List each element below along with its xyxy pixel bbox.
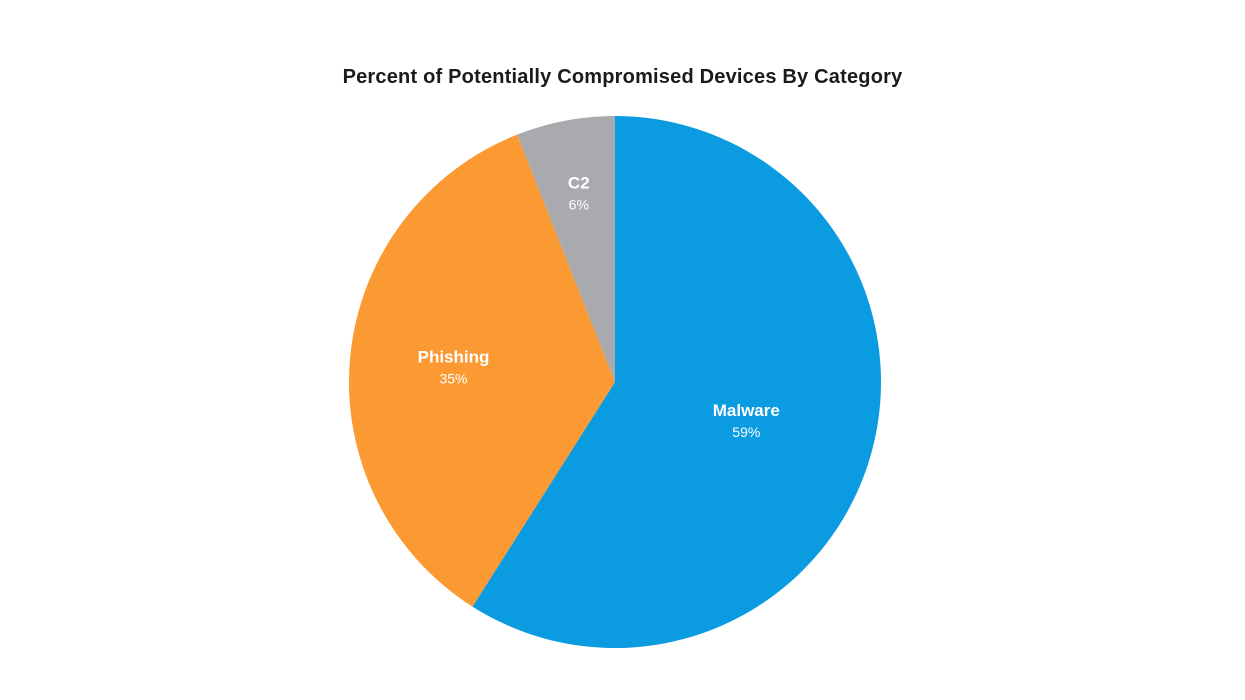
slice-label-phishing: Phishing xyxy=(418,348,490,367)
slice-label-c2: C2 xyxy=(568,173,590,192)
pie-chart: Malware 59% Phishing 35% C2 6% xyxy=(349,116,882,648)
slice-percent-phishing: 35% xyxy=(439,371,467,387)
slice-percent-c2: 6% xyxy=(569,196,589,212)
pie-slice-phishing[interactable] xyxy=(349,134,615,607)
slice-percent-malware: 59% xyxy=(732,424,760,440)
pie-slice-malware[interactable] xyxy=(472,116,882,648)
chart-title: Percent of Potentially Compromised Devic… xyxy=(342,66,903,88)
pie-slice-c2[interactable] xyxy=(517,116,615,382)
slice-label-malware: Malware xyxy=(713,401,780,420)
